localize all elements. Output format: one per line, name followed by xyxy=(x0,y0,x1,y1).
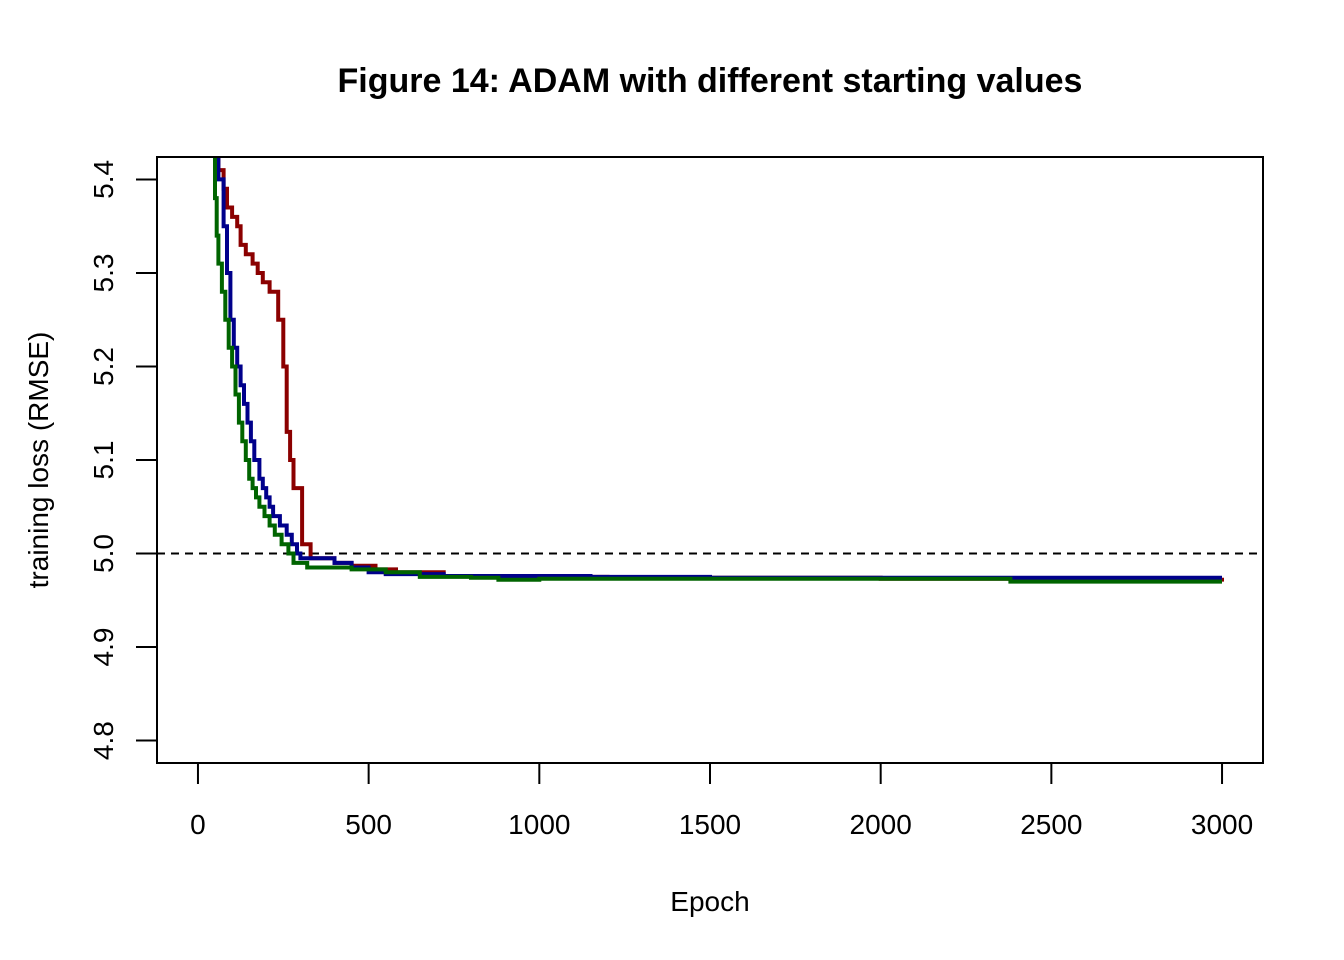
y-tick-label: 5.2 xyxy=(88,347,119,386)
x-tick-label: 500 xyxy=(345,809,392,840)
series-line-1 xyxy=(216,157,1224,582)
y-axis-label: training loss (RMSE) xyxy=(23,332,54,589)
x-tick-label: 1000 xyxy=(508,809,570,840)
y-tick-label: 4.9 xyxy=(88,628,119,667)
y-tick-label: 5.0 xyxy=(88,534,119,573)
y-axis: 4.8 4.9 5.0 5.1 5.2 5.3 5.4 xyxy=(88,160,158,760)
x-tick-label: 2500 xyxy=(1020,809,1082,840)
x-tick-label: 0 xyxy=(190,809,206,840)
y-tick-label: 5.4 xyxy=(88,160,119,199)
y-tick-label: 5.1 xyxy=(88,441,119,480)
x-tick-label: 3000 xyxy=(1191,809,1253,840)
chart-title: Figure 14: ADAM with different starting … xyxy=(338,62,1083,100)
series-line-3 xyxy=(213,157,1222,584)
x-tick-label: 2000 xyxy=(850,809,912,840)
y-tick-label: 4.8 xyxy=(88,721,119,760)
x-axis: 0 500 1000 1500 2000 2500 3000 xyxy=(190,762,1253,840)
series-line-2 xyxy=(216,157,1222,580)
x-tick-label: 1500 xyxy=(679,809,741,840)
y-tick-label: 5.3 xyxy=(88,254,119,293)
plot-frame xyxy=(156,156,1264,764)
plot-area xyxy=(157,157,1263,584)
x-axis-label: Epoch xyxy=(670,886,749,917)
